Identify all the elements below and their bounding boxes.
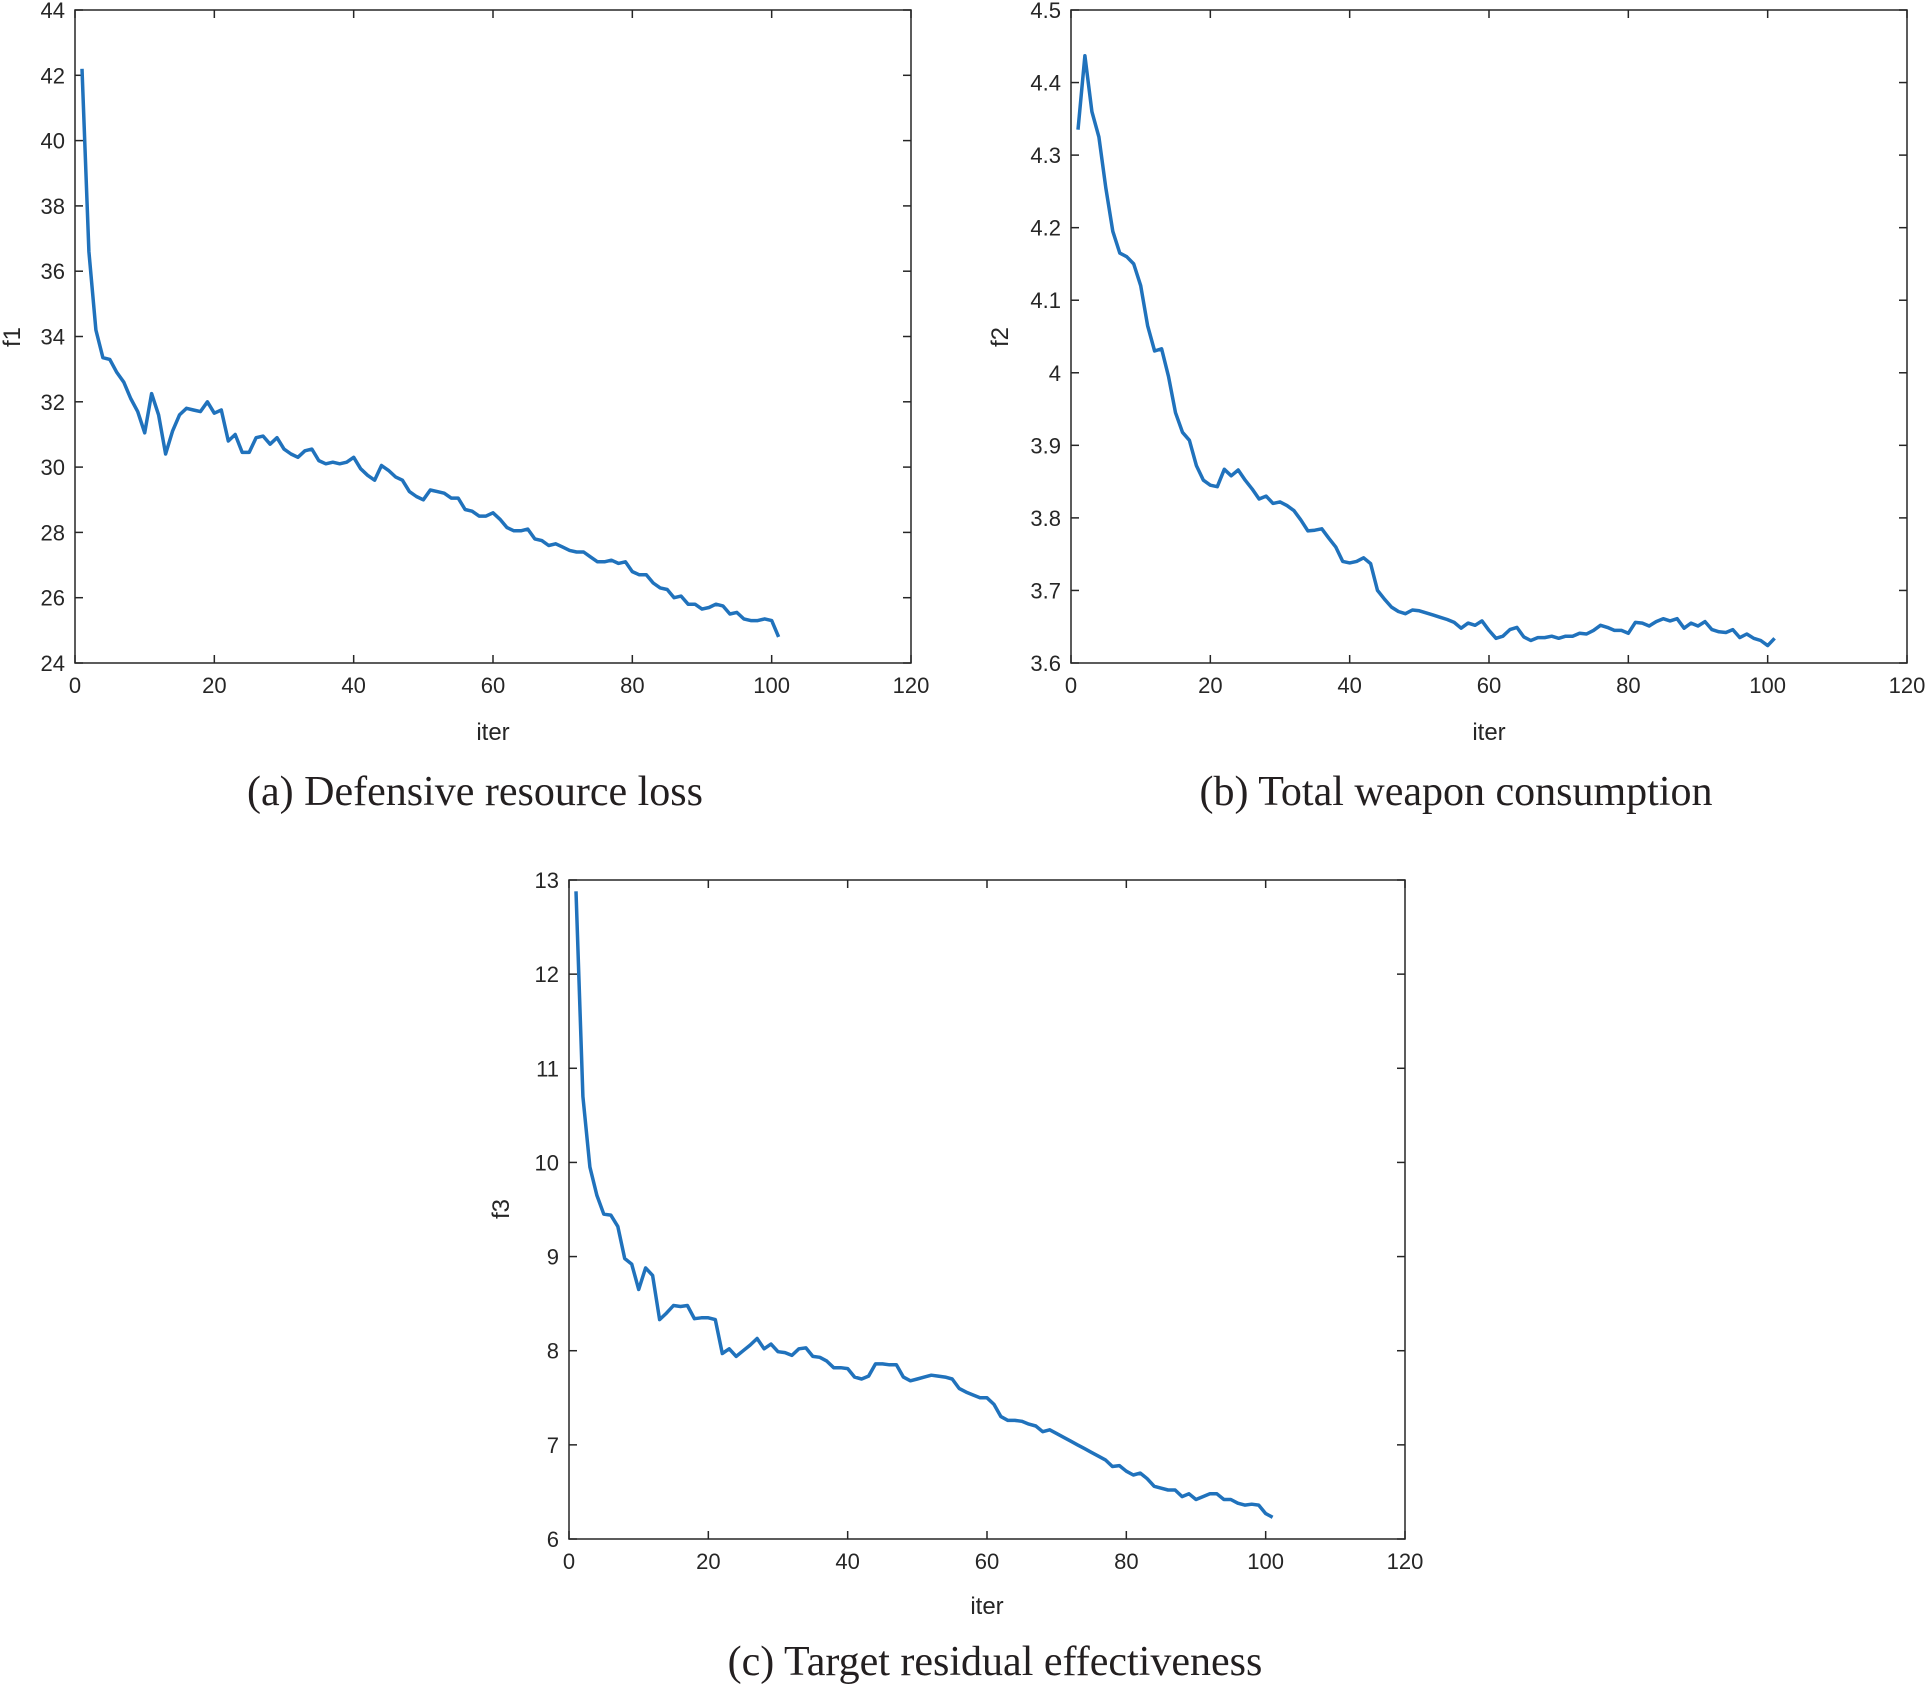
x-tick-label: 20 xyxy=(1198,673,1222,698)
x-tick-label: 100 xyxy=(1247,1549,1284,1574)
x-tick-label: 40 xyxy=(835,1549,859,1574)
series-line-f1 xyxy=(80,68,781,638)
y-tick-label: 3.8 xyxy=(1030,506,1061,531)
x-tick-label: 40 xyxy=(341,673,365,698)
caption-a: (a) Defensive resource loss xyxy=(247,769,703,815)
ticks-a: 0 20 40 60 80 100 120 24 26 28 30 32 34 36 38 40 42 44 xyxy=(41,0,930,698)
y-tick-label: 7 xyxy=(547,1433,559,1458)
x-tick-label: 60 xyxy=(975,1549,999,1574)
x-axis-label-a: iter xyxy=(476,719,509,746)
x-tick-label: 0 xyxy=(1065,673,1077,698)
x-axis-label-c: iter xyxy=(970,1593,1003,1620)
y-tick-label: 6 xyxy=(547,1527,559,1552)
y-tick-label: 30 xyxy=(41,455,65,480)
y-tick-label: 3.9 xyxy=(1030,433,1061,458)
y-tick-label: 4.4 xyxy=(1030,71,1061,96)
x-tick-label: 80 xyxy=(620,673,644,698)
y-tick-label: 40 xyxy=(41,129,65,154)
chart-c: 0 20 40 60 80 100 120 6 7 8 9 10 11 12 13 iter f3 (c) … xyxy=(488,868,1423,1685)
y-tick-label: 34 xyxy=(41,325,65,350)
x-tick-label: 100 xyxy=(753,673,790,698)
x-axis-label-b: iter xyxy=(1472,719,1505,746)
y-tick-label: 9 xyxy=(547,1245,559,1270)
caption-b: (b) Total weapon consumption xyxy=(1199,769,1712,815)
x-tick-label: 80 xyxy=(1616,673,1640,698)
plot-area-a xyxy=(74,9,912,664)
y-tick-label: 3.7 xyxy=(1030,578,1061,603)
y-tick-label: 42 xyxy=(41,63,65,88)
x-tick-label: 20 xyxy=(696,1549,720,1574)
chart-a: 0 20 40 60 80 100 120 24 26 28 30 32 34 36 38 40 42 44 it… xyxy=(0,0,929,815)
y-tick-label: 4 xyxy=(1049,361,1061,386)
series-line-f2 xyxy=(1076,53,1776,648)
y-tick-label: 4.2 xyxy=(1030,216,1061,241)
x-tick-label: 120 xyxy=(1889,673,1925,698)
x-tick-label: 120 xyxy=(1387,1549,1424,1574)
y-tick-label: 24 xyxy=(41,651,65,676)
x-tick-label: 0 xyxy=(69,673,81,698)
x-tick-label: 40 xyxy=(1337,673,1361,698)
x-tick-label: 80 xyxy=(1114,1549,1138,1574)
y-tick-label: 11 xyxy=(536,1056,559,1081)
y-tick-label: 38 xyxy=(41,194,65,219)
y-tick-label: 4.1 xyxy=(1030,288,1061,313)
x-tick-label: 0 xyxy=(563,1549,575,1574)
y-axis-label-c: f3 xyxy=(488,1199,515,1219)
plot-area-b xyxy=(1070,9,1908,664)
y-tick-label: 8 xyxy=(547,1339,559,1364)
y-tick-label: 36 xyxy=(41,259,65,284)
y-tick-label: 10 xyxy=(535,1150,559,1175)
y-tick-label: 28 xyxy=(41,520,65,545)
y-tick-label: 4.3 xyxy=(1030,143,1061,168)
y-tick-label: 13 xyxy=(535,868,559,893)
y-axis-label-b: f2 xyxy=(987,327,1014,347)
ticks-b: 0 20 40 60 80 100 120 3.6 3.7 3.8 3.9 4 4.1 4.2 4.3 4.4… xyxy=(1030,0,1925,698)
x-tick-label: 60 xyxy=(481,673,505,698)
y-tick-label: 4.5 xyxy=(1030,0,1061,23)
y-tick-label: 32 xyxy=(41,390,65,415)
plot-area-c xyxy=(568,879,1406,1540)
x-tick-label: 120 xyxy=(893,673,930,698)
caption-c: (c) Target residual effectiveness xyxy=(728,1639,1263,1685)
ticks-c: 0 20 40 60 80 100 120 6 7 8 9 10 11 12 13 xyxy=(535,868,1424,1574)
x-tick-label: 60 xyxy=(1477,673,1501,698)
chart-b: 0 20 40 60 80 100 120 3.6 3.7 3.8 3.9 4 4.1 4.2 4.3 4.4… xyxy=(987,0,1925,815)
x-tick-label: 20 xyxy=(202,673,226,698)
y-tick-label: 44 xyxy=(41,0,65,23)
y-tick-label: 12 xyxy=(535,962,559,987)
series-line-f3 xyxy=(574,891,1274,1519)
y-axis-label-a: f1 xyxy=(0,327,26,347)
y-tick-label: 26 xyxy=(41,586,65,611)
y-tick-label: 3.6 xyxy=(1030,651,1061,676)
x-tick-label: 100 xyxy=(1749,673,1786,698)
